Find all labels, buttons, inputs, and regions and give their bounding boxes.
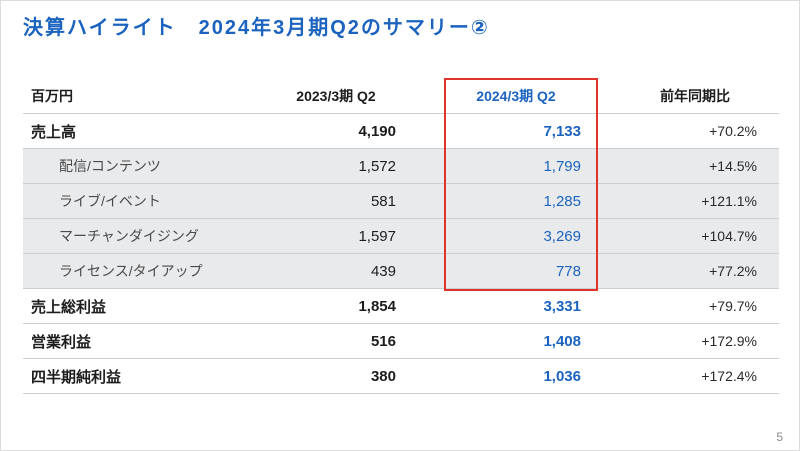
value-yoy: +172.4% bbox=[701, 368, 757, 384]
value-yoy: +79.7% bbox=[709, 298, 757, 314]
table-row: 売上総利益 1,854 3,331 +79.7% bbox=[23, 289, 779, 324]
value-2023: 581 bbox=[370, 192, 396, 210]
table-body: 売上高 4,190 7,133 +70.2% 配信/コンテンツ 1,572 1,799 +14… bbox=[23, 114, 779, 394]
value-2024: 3,269 bbox=[543, 227, 581, 245]
financial-table: 百万円 2023/3期 Q2 2024/3期 Q2 前年同期比 売上高 4,190… bbox=[23, 79, 779, 394]
row-label: 売上総利益 bbox=[31, 298, 107, 316]
value-2023: 439 bbox=[370, 262, 396, 280]
value-2023: 4,190 bbox=[358, 122, 396, 140]
table-row: マーチャンダイジング 1,597 3,269 +104.7% bbox=[23, 219, 779, 254]
slide-title: 決算ハイライト 2024年3月期Q2のサマリー② bbox=[23, 17, 490, 39]
row-label: 営業利益 bbox=[31, 333, 92, 351]
value-yoy: +70.2% bbox=[709, 123, 757, 139]
value-2024: 7,133 bbox=[543, 122, 581, 140]
table-row: 売上高 4,190 7,133 +70.2% bbox=[23, 114, 779, 149]
column-header-yoy: 前年同期比 bbox=[660, 88, 730, 104]
value-2024: 1,036 bbox=[543, 367, 581, 385]
value-yoy: +77.2% bbox=[709, 263, 757, 279]
table-row: ライブ/イベント 581 1,285 +121.1% bbox=[23, 184, 779, 219]
row-label: ライセンス/タイアップ bbox=[59, 263, 203, 279]
unit-label: 百万円 bbox=[31, 88, 73, 104]
value-2023: 516 bbox=[370, 332, 396, 350]
value-2023: 1,597 bbox=[358, 227, 396, 245]
row-label: 配信/コンテンツ bbox=[59, 158, 161, 174]
page-number: 5 bbox=[776, 430, 783, 444]
value-2024: 1,285 bbox=[543, 192, 581, 210]
table-row: 配信/コンテンツ 1,572 1,799 +14.5% bbox=[23, 149, 779, 184]
column-header-2024: 2024/3期 Q2 bbox=[476, 88, 556, 104]
column-header-2023: 2023/3期 Q2 bbox=[296, 88, 376, 104]
value-yoy: +121.1% bbox=[701, 193, 757, 209]
row-label: ライブ/イベント bbox=[59, 193, 161, 209]
value-yoy: +172.9% bbox=[701, 333, 757, 349]
value-2024: 3,331 bbox=[543, 297, 581, 315]
row-label: マーチャンダイジング bbox=[59, 228, 199, 244]
table-row: 四半期純利益 380 1,036 +172.4% bbox=[23, 359, 779, 394]
table-row: 営業利益 516 1,408 +172.9% bbox=[23, 324, 779, 359]
value-2024: 1,799 bbox=[543, 157, 581, 175]
value-2023: 380 bbox=[370, 367, 396, 385]
table-row: ライセンス/タイアップ 439 778 +77.2% bbox=[23, 254, 779, 289]
row-label: 売上高 bbox=[31, 123, 77, 141]
value-2024: 778 bbox=[555, 262, 581, 280]
value-yoy: +14.5% bbox=[709, 158, 757, 174]
value-2023: 1,572 bbox=[358, 157, 396, 175]
row-label: 四半期純利益 bbox=[31, 368, 122, 386]
value-yoy: +104.7% bbox=[701, 228, 757, 244]
value-2024: 1,408 bbox=[543, 332, 581, 350]
table-header-row: 百万円 2023/3期 Q2 2024/3期 Q2 前年同期比 bbox=[23, 79, 779, 114]
value-2023: 1,854 bbox=[358, 297, 396, 315]
